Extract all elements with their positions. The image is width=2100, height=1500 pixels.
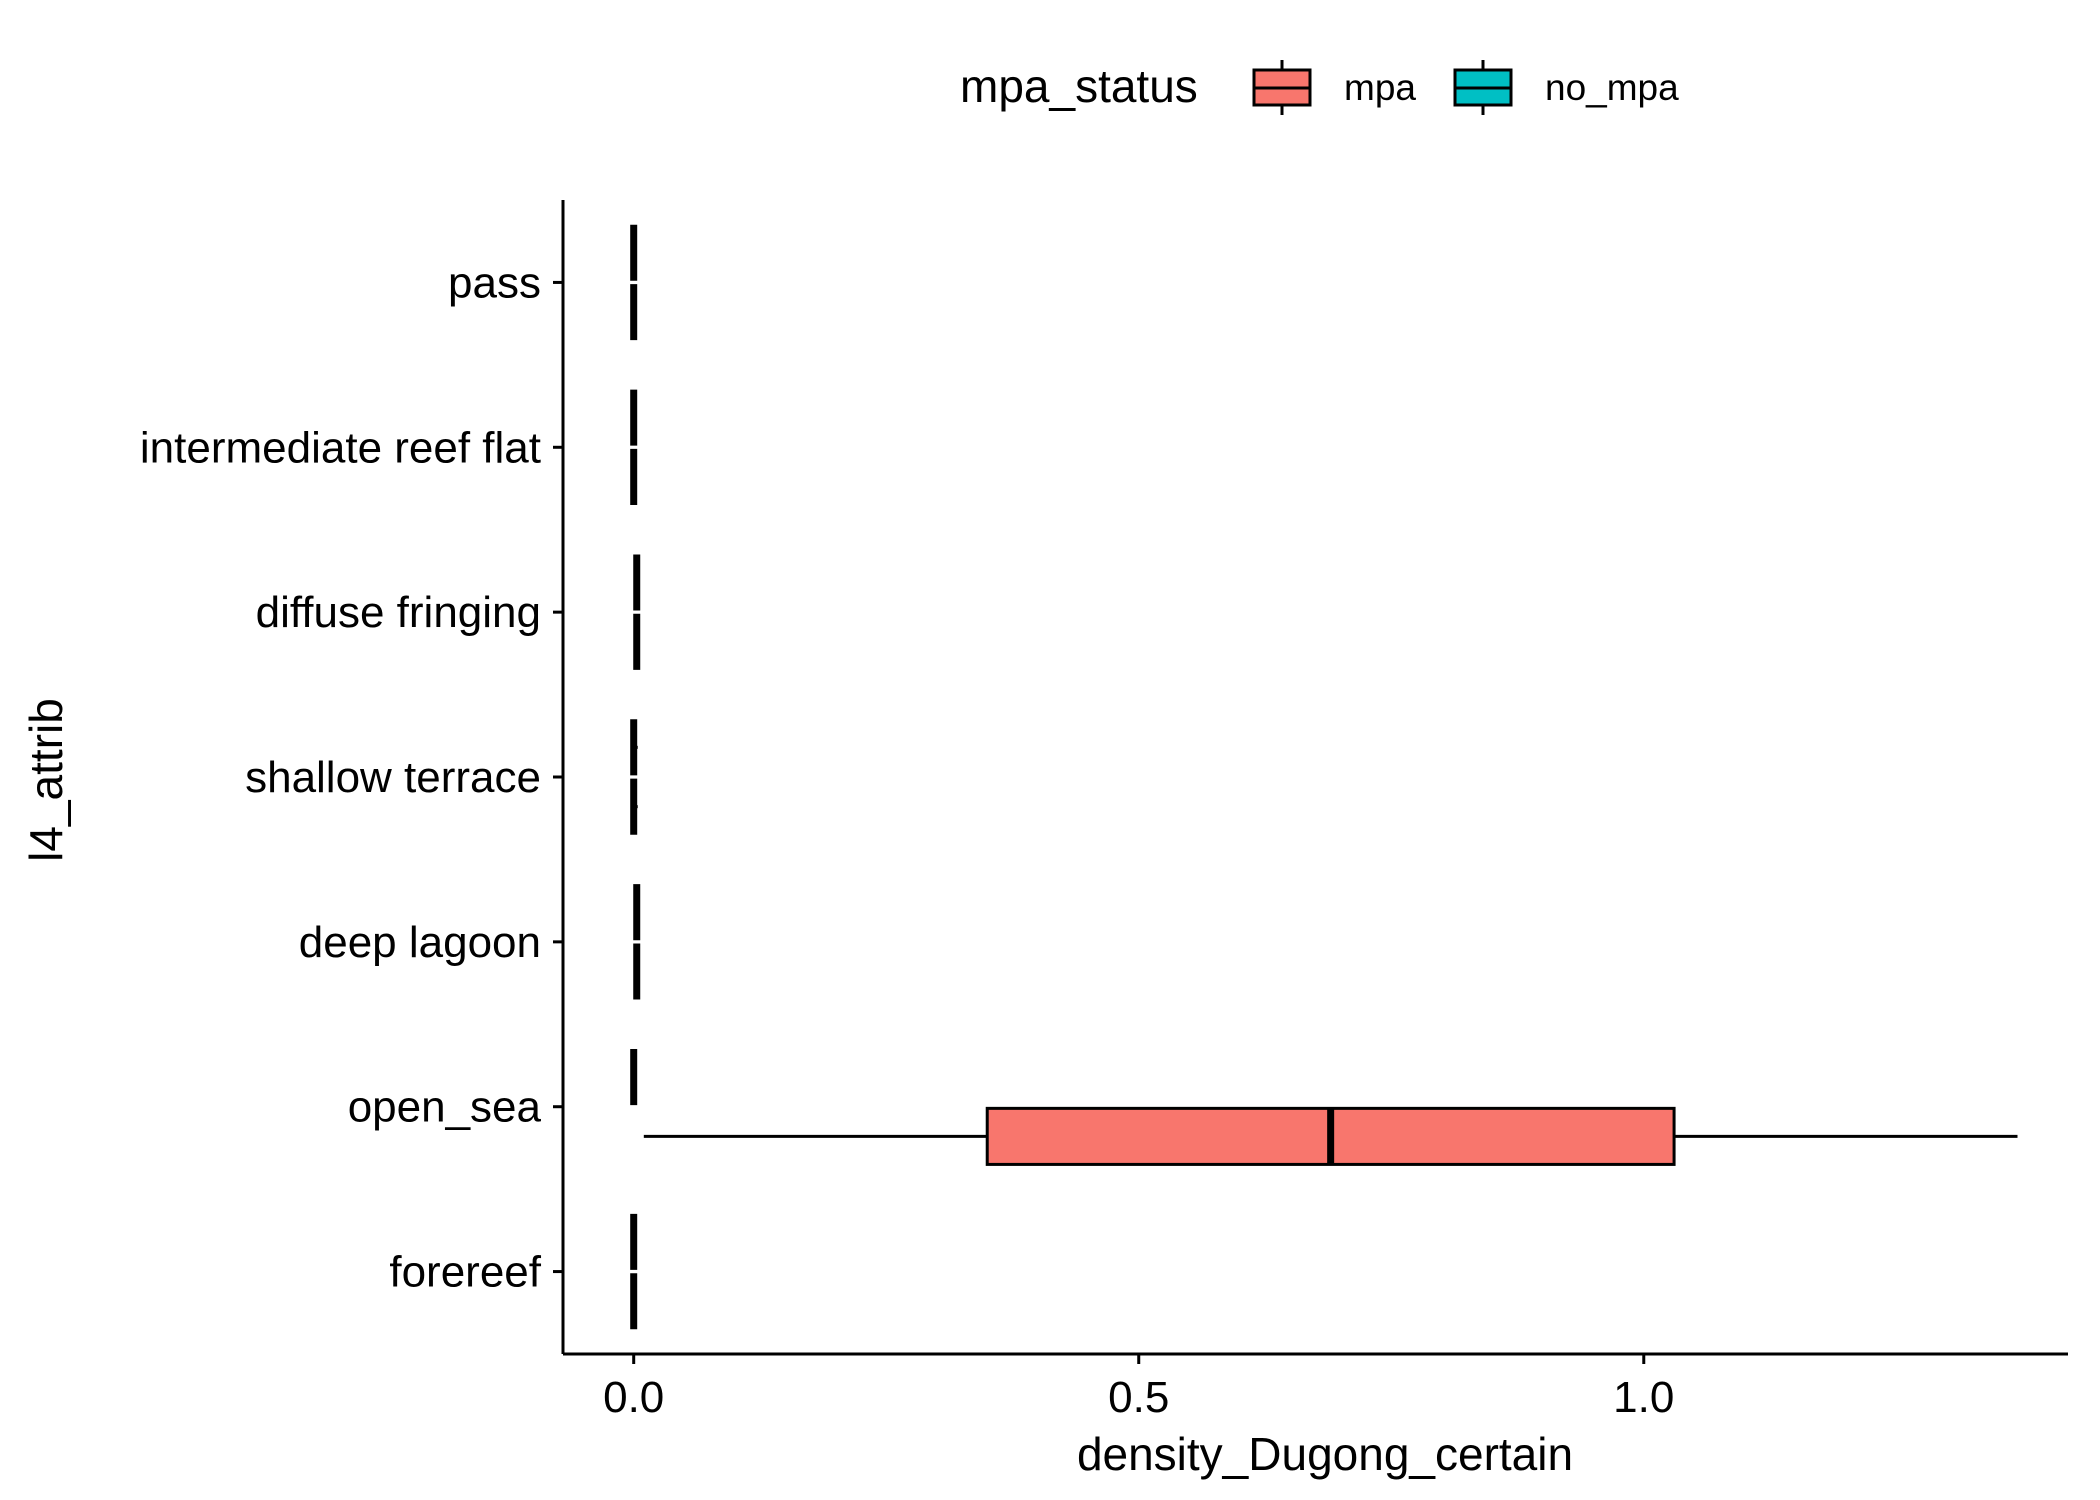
y-tick-label: open_sea xyxy=(348,1083,542,1132)
x-tick-label: 1.0 xyxy=(1613,1373,1674,1422)
y-axis-ticks: forereef open_sea deep lagoon shallow terra… xyxy=(140,258,563,1297)
y-tick-label: shallow terrace xyxy=(245,753,541,802)
x-axis-ticks: 0.0 0.5 1.0 xyxy=(603,1354,1674,1422)
y-tick-label: pass xyxy=(448,258,541,307)
legend-entry-mpa: mpa xyxy=(1252,60,1416,115)
y-tick-label: diffuse fringing xyxy=(256,588,541,637)
legend-entry-no_mpa: no_mpa xyxy=(1453,60,1679,115)
x-tick-label: 0.0 xyxy=(603,1373,664,1422)
box-no_mpa-intermediate-reef-flat xyxy=(630,389,638,446)
box-mpa-intermediate-reef-flat xyxy=(630,448,638,505)
x-axis-title: density_Dugong_certain xyxy=(1077,1428,1573,1480)
y-tick-label: forereef xyxy=(389,1248,541,1297)
box-no_mpa-shallow-terrace xyxy=(630,719,638,776)
legend-entries: mpa no_mpa xyxy=(1252,60,1679,115)
box-mpa-open-sea xyxy=(643,1106,2018,1166)
x-tick-label: 0.5 xyxy=(1108,1373,1169,1422)
y-tick-label: intermediate reef flat xyxy=(140,423,541,472)
box-mpa-shallow-terrace xyxy=(630,778,638,835)
box-series xyxy=(630,224,2018,1330)
legend-label: no_mpa xyxy=(1545,67,1679,108)
y-axis-title: l4_attrib xyxy=(20,698,72,862)
legend: mpa_status mpa no_mpa xyxy=(960,60,1679,115)
y-tick-label: deep lagoon xyxy=(299,918,541,967)
legend-label: mpa xyxy=(1344,67,1416,108)
legend-title: mpa_status xyxy=(960,60,1198,112)
